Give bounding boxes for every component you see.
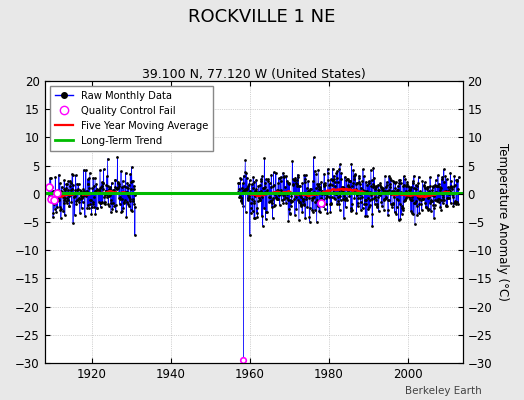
Title: 39.100 N, 77.120 W (United States): 39.100 N, 77.120 W (United States) bbox=[142, 68, 366, 81]
Legend: Raw Monthly Data, Quality Control Fail, Five Year Moving Average, Long-Term Tren: Raw Monthly Data, Quality Control Fail, … bbox=[50, 86, 213, 151]
Text: ROCKVILLE 1 NE: ROCKVILLE 1 NE bbox=[188, 8, 336, 26]
Text: Berkeley Earth: Berkeley Earth bbox=[406, 386, 482, 396]
Y-axis label: Temperature Anomaly (°C): Temperature Anomaly (°C) bbox=[496, 143, 509, 301]
